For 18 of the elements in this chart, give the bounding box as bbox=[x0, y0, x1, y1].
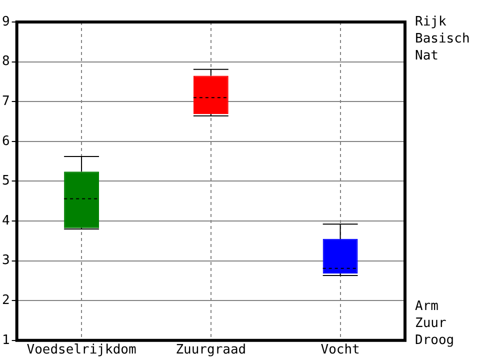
x-tick-label: Voedselrijkdom bbox=[26, 342, 136, 358]
y-tick-label: 2 bbox=[2, 292, 10, 308]
x-tick-label: Zuurgraad bbox=[176, 342, 246, 358]
text: Nat bbox=[415, 48, 438, 64]
text: Basisch bbox=[415, 31, 470, 46]
x-tick-label: Vocht bbox=[320, 342, 360, 358]
y-tick-label: 8 bbox=[2, 54, 10, 70]
text: Zuur bbox=[415, 316, 446, 331]
y-tick-label: 9 bbox=[2, 14, 10, 30]
y-tick-label: 6 bbox=[2, 134, 10, 149]
text: Rijk bbox=[415, 14, 446, 30]
y-tick-label: 3 bbox=[2, 253, 10, 268]
y-tick-label: 1 bbox=[2, 332, 10, 348]
y-tick-label: 5 bbox=[2, 174, 10, 189]
text: Arm bbox=[415, 298, 439, 314]
y-tick-label: 7 bbox=[2, 94, 10, 109]
y-tick-label: 4 bbox=[2, 213, 10, 228]
text: Droog bbox=[415, 332, 454, 348]
